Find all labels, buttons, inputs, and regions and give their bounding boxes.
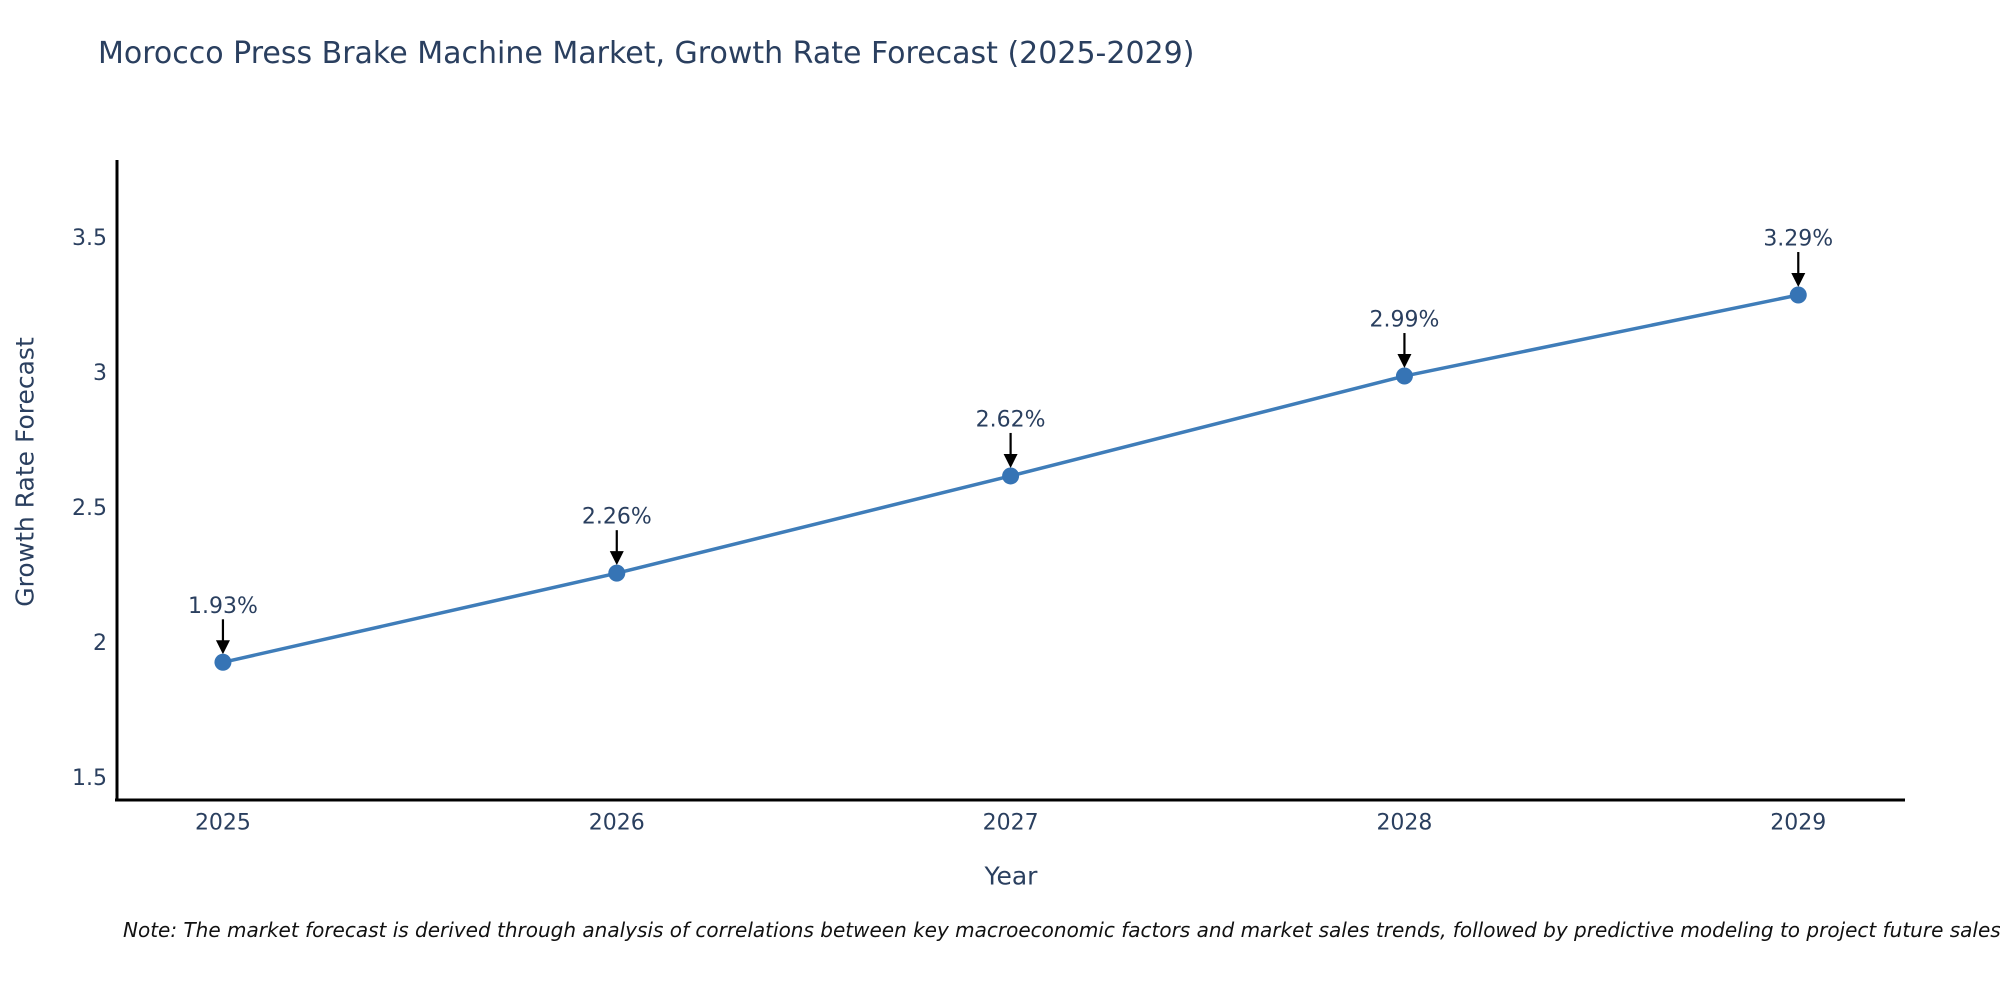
arrow-head-icon <box>1003 453 1018 468</box>
data-point-2025[interactable] <box>214 653 232 671</box>
y-tick-label: 3 <box>93 361 107 386</box>
y-axis-title: Growth Rate Forecast <box>11 337 40 607</box>
point-value-label: 2.26% <box>582 505 652 530</box>
arrow-head-icon <box>1397 354 1412 369</box>
x-tick-label: 2027 <box>983 811 1039 836</box>
point-value-label: 2.99% <box>1369 308 1439 333</box>
y-tick-label: 2.5 <box>72 496 107 521</box>
arrow-head-icon <box>1791 273 1806 288</box>
chart-title: Morocco Press Brake Machine Market, Grow… <box>98 36 1195 71</box>
x-tick-label: 2029 <box>1770 811 1826 836</box>
x-axis-title: Year <box>984 862 1039 891</box>
x-tick-label: 2025 <box>195 811 251 836</box>
data-point-2028[interactable] <box>1395 367 1413 385</box>
y-tick-label: 2 <box>93 631 107 656</box>
data-point-2026[interactable] <box>608 564 626 582</box>
arrow-head-icon <box>215 640 230 655</box>
data-point-2027[interactable] <box>1002 467 1020 485</box>
y-tick-label: 1.5 <box>72 766 107 791</box>
point-value-label: 1.93% <box>188 594 258 619</box>
arrow-head-icon <box>609 551 624 566</box>
x-tick-label: 2028 <box>1376 811 1432 836</box>
footnote-text: Note: The market forecast is derived thr… <box>123 918 2000 942</box>
point-value-label: 2.62% <box>976 407 1046 432</box>
x-tick-label: 2026 <box>589 811 645 836</box>
data-point-2029[interactable] <box>1789 286 1807 304</box>
point-value-label: 3.29% <box>1763 227 1833 252</box>
y-tick-label: 3.5 <box>72 226 107 251</box>
